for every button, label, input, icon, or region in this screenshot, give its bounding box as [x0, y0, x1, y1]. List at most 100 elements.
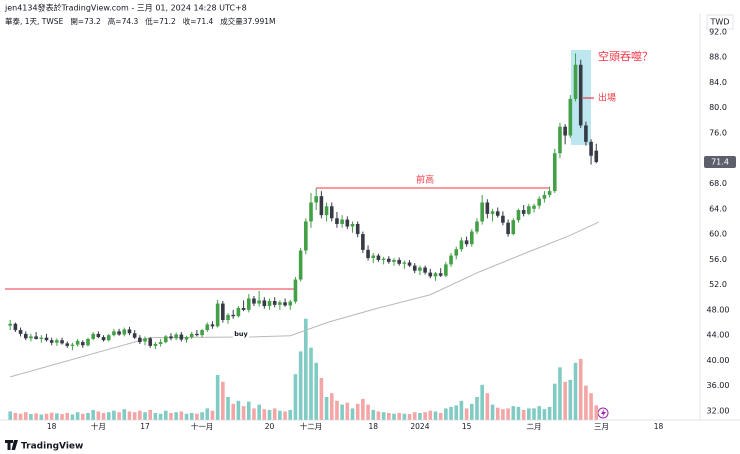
- volume-bar: [584, 385, 588, 420]
- y-tick-label: 52.0: [709, 280, 727, 289]
- candle-body: [132, 333, 137, 338]
- candle-body: [49, 340, 54, 343]
- candle-body: [584, 125, 588, 142]
- candle-body: [44, 337, 49, 341]
- x-tick-label: 十月: [91, 421, 106, 431]
- candle-body: [511, 220, 516, 235]
- volume-bar: [542, 409, 547, 420]
- volume-bar: [153, 412, 158, 420]
- candle-body: [469, 231, 474, 245]
- volume-bar: [345, 402, 350, 420]
- candle-body: [106, 335, 111, 341]
- candle-body: [143, 338, 147, 342]
- volume-bar: [65, 412, 70, 420]
- x-tick-label: 18: [654, 422, 664, 431]
- volume-bar: [91, 409, 95, 420]
- info-text: 華泰, 1天, TWSE: [5, 16, 64, 26]
- volume-bar: [221, 381, 225, 420]
- annotation: 空頭吞噬？: [598, 49, 653, 63]
- volume-bar: [60, 414, 64, 420]
- volume-bar: [423, 412, 427, 420]
- candle-body: [537, 198, 542, 206]
- volume-bar: [376, 411, 381, 420]
- candle-body: [112, 331, 116, 336]
- y-tick-label: 32.00: [707, 406, 730, 415]
- volume-bar: [532, 408, 536, 420]
- candle-body: [18, 330, 23, 334]
- candle-body: [8, 323, 12, 326]
- volume-bar: [381, 412, 386, 420]
- volume-bar: [112, 410, 116, 420]
- candle-body: [221, 303, 225, 320]
- candle-body: [262, 300, 267, 307]
- price-badge-label: 71.4: [711, 158, 729, 167]
- volume-bar: [44, 413, 49, 420]
- volume-bar: [495, 407, 500, 420]
- candle-body: [246, 298, 251, 310]
- candle-body: [480, 202, 484, 222]
- candle-body: [205, 324, 210, 331]
- volume-bar: [278, 410, 282, 420]
- y-tick-label: 88.0: [709, 53, 727, 62]
- candle-body: [75, 340, 80, 345]
- volume-bar: [293, 374, 298, 420]
- volume-bar: [563, 381, 567, 420]
- candle-body: [293, 279, 298, 302]
- candle-body: [252, 298, 256, 304]
- candle-body: [350, 223, 355, 227]
- candle-body: [475, 221, 479, 232]
- volume-bar: [433, 411, 438, 420]
- candle-body: [392, 259, 396, 262]
- volume-bar: [527, 408, 531, 420]
- volume-bar: [371, 409, 376, 420]
- volume-bar: [8, 411, 12, 420]
- candle-body: [309, 202, 313, 222]
- volume-bar: [309, 347, 313, 420]
- volume-bar: [200, 412, 204, 420]
- candle-body: [485, 202, 490, 214]
- candle-body: [80, 342, 85, 346]
- info-text: 收=71.4: [183, 16, 214, 26]
- candle-body: [96, 333, 101, 338]
- volume-bar: [485, 393, 490, 420]
- volume-bar: [387, 412, 391, 420]
- candle-body: [490, 211, 495, 214]
- volume-bar: [262, 409, 267, 420]
- volume-bar: [34, 413, 38, 420]
- event-icon: [601, 409, 606, 418]
- volume-bar: [184, 413, 189, 420]
- candle-body: [573, 64, 578, 99]
- volume-bar: [117, 412, 121, 420]
- candle-body: [428, 272, 433, 277]
- volume-bar: [55, 413, 59, 420]
- volume-bar: [506, 408, 510, 420]
- volume-bar: [215, 374, 220, 420]
- candle-body: [23, 333, 28, 339]
- volume-bar: [438, 412, 443, 420]
- candle-body: [179, 334, 184, 340]
- candle-body: [319, 196, 324, 216]
- volume-bar: [298, 351, 303, 420]
- volume-bar: [397, 412, 401, 420]
- candle-body: [506, 222, 510, 235]
- x-tick-label: 2024: [410, 422, 429, 431]
- candle-body: [169, 336, 173, 339]
- candle-body: [376, 255, 381, 260]
- candle-body: [578, 64, 583, 126]
- x-tick-label: 十二月: [300, 421, 323, 431]
- volume-bar: [195, 413, 199, 420]
- volume-bar: [283, 411, 287, 420]
- volume-bar: [578, 359, 583, 420]
- candle-body: [340, 219, 344, 224]
- candle-body: [329, 206, 334, 219]
- price-badge: [704, 156, 736, 169]
- candle-body: [13, 323, 18, 331]
- x-tick-label: 18: [47, 422, 57, 431]
- volume-bar: [210, 410, 215, 420]
- volume-bar: [392, 413, 396, 420]
- candle-body: [423, 267, 427, 273]
- volume-bar: [29, 414, 33, 420]
- volume-bar: [49, 412, 54, 420]
- candle-body: [412, 265, 417, 271]
